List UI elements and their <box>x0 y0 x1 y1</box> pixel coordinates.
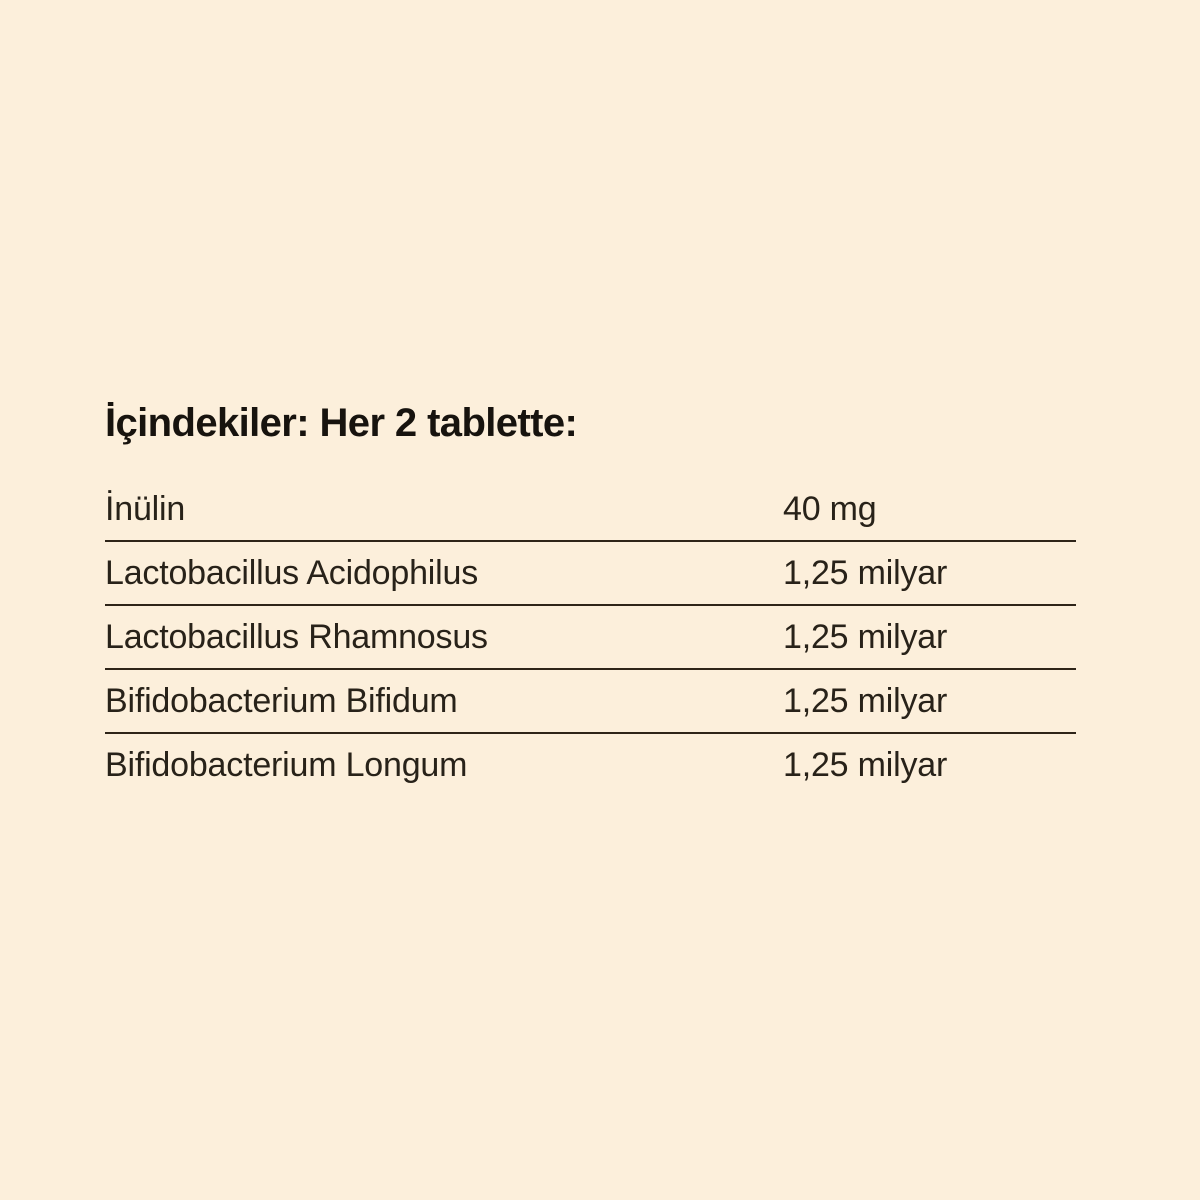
ingredient-amount: 1,25 milyar <box>783 745 948 784</box>
ingredients-panel: İçindekiler: Her 2 tablette: İnülin 40 m… <box>105 400 1076 796</box>
table-row: Bifidobacterium Longum 1,25 milyar <box>105 732 1076 796</box>
ingredients-table: İnülin 40 mg Lactobacillus Acidophilus 1… <box>105 478 1076 796</box>
table-row: İnülin 40 mg <box>105 478 1076 540</box>
ingredient-amount: 40 mg <box>783 489 877 528</box>
ingredients-heading: İçindekiler: Her 2 tablette: <box>105 401 578 445</box>
ingredient-name: İnülin <box>105 489 186 528</box>
ingredient-name: Lactobacillus Acidophilus <box>105 553 479 592</box>
table-row: Lactobacillus Rhamnosus 1,25 milyar <box>105 604 1076 668</box>
ingredient-amount: 1,25 milyar <box>783 553 948 592</box>
ingredient-name: Lactobacillus Rhamnosus <box>105 617 488 656</box>
ingredient-amount: 1,25 milyar <box>783 617 948 656</box>
ingredient-name: Bifidobacterium Bifidum <box>105 681 458 720</box>
table-row: Lactobacillus Acidophilus 1,25 milyar <box>105 540 1076 604</box>
ingredient-name: Bifidobacterium Longum <box>105 745 468 784</box>
ingredient-amount: 1,25 milyar <box>783 681 948 720</box>
table-row: Bifidobacterium Bifidum 1,25 milyar <box>105 668 1076 732</box>
